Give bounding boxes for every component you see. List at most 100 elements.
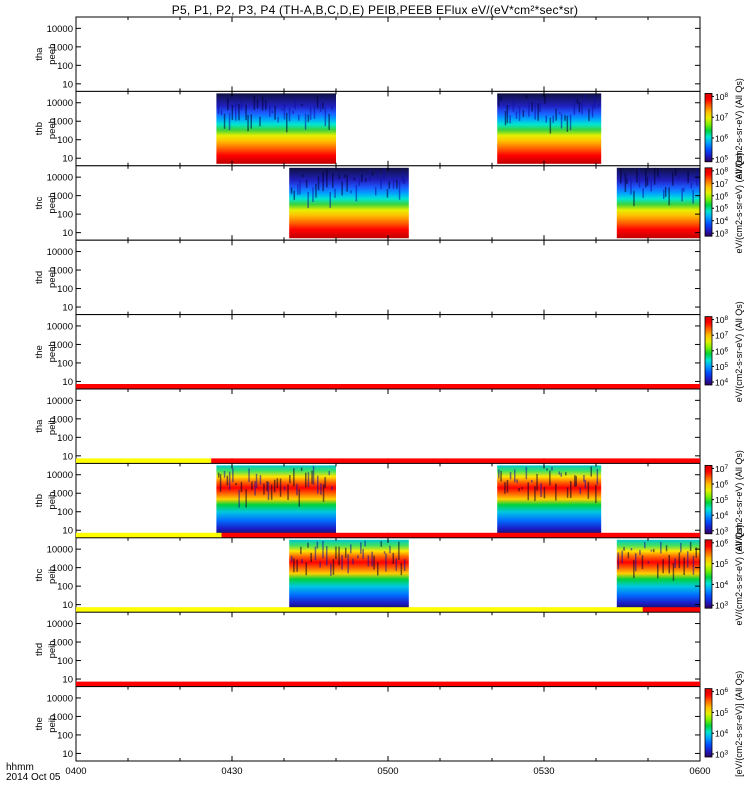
spectrogram-noise [317, 475, 319, 494]
panel-instrument-label: peeb [47, 341, 58, 362]
spectrogram-noise [380, 541, 382, 547]
spectrogram-noise [403, 559, 406, 571]
spectrogram-noise [504, 110, 507, 126]
panel-thc_peib: 10 100 1000 10000 thc peib 103 104 105 106 eV/(cm2… [34, 524, 744, 625]
y-tick-label: 10 [62, 526, 73, 537]
spectrogram-noise [305, 180, 308, 188]
spectrogram-noise [235, 102, 237, 121]
spectrogram-noise [389, 545, 391, 554]
quality-flag-bar [76, 607, 643, 613]
panel-thd_peib: 10 100 1000 10000 thd peib [34, 611, 701, 688]
y-tick-label: 100 [57, 656, 73, 667]
y-tick-label: 10000 [47, 321, 73, 332]
panel-instrument-label: peeb [47, 192, 58, 213]
spectrogram-noise [320, 483, 322, 495]
spectrogram-noise [315, 183, 317, 198]
spectrogram-noise [338, 546, 340, 566]
spectrogram-noise [330, 563, 332, 576]
spectrogram-noise [322, 171, 324, 192]
spectrogram-noise [636, 170, 638, 183]
spectrogram-noise [281, 108, 283, 111]
spectrogram-noise [324, 477, 326, 488]
spectrogram-noise [518, 106, 521, 122]
spectrogram-noise [639, 550, 641, 556]
spectrogram-noise [525, 94, 528, 99]
colorbar [704, 93, 713, 163]
spectrogram-noise [283, 486, 286, 491]
panel-probe-label: thd [34, 643, 45, 656]
colorbar [704, 539, 713, 609]
spectrogram-noise [646, 177, 649, 186]
spectrogram-noise [395, 558, 397, 571]
spectrogram-noise [584, 94, 587, 101]
spectrogram-noise [665, 545, 668, 552]
spectrogram-noise [527, 482, 529, 501]
spectrogram-noise [565, 472, 567, 476]
spectrogram-noise [245, 489, 247, 508]
spectrogram-noise [301, 559, 303, 564]
spectrogram-noise [305, 472, 307, 488]
y-tick-label: 10000 [47, 470, 73, 481]
time-axis-date-label: 2014 Oct 05 [6, 772, 61, 783]
spectrogram-noise [403, 179, 406, 184]
spectrogram-noise [695, 547, 697, 558]
spectrogram-noise [668, 187, 670, 206]
spectrogram-noise [367, 555, 370, 567]
colorbar-tick-label: 103 [715, 750, 728, 760]
spectrogram-noise [581, 101, 583, 115]
spectrogram-noise [597, 103, 600, 107]
spectrogram-noise [678, 552, 681, 569]
colorbar-tick-label: 103 [715, 526, 728, 536]
spectrogram-noise [566, 115, 569, 132]
spectrogram-noise [539, 103, 541, 113]
spectrogram-noise [373, 555, 375, 570]
y-tick-label: 10000 [47, 247, 73, 258]
spectrogram-noise [672, 172, 674, 186]
spectrogram-noise [287, 484, 289, 500]
spectrogram-noise [515, 111, 518, 119]
spectrogram-noise [633, 190, 635, 207]
spectrogram-noise [566, 487, 569, 498]
spectrogram-noise [593, 96, 596, 109]
quality-flag-bar [76, 532, 222, 538]
panel-probe-label: tha [34, 47, 45, 61]
spectrogram-noise [531, 101, 533, 112]
spectrogram-noise [396, 179, 398, 189]
y-tick-label: 1000 [52, 266, 73, 277]
colorbar-tick-label: 108 [715, 92, 728, 102]
spectrogram-noise [217, 472, 220, 478]
y-tick-label: 1000 [52, 414, 73, 425]
quality-flag-bar [76, 384, 700, 389]
spectrogram-noise [279, 478, 282, 497]
spectrogram-noise [575, 476, 577, 487]
spectrogram-noise [316, 541, 319, 549]
colorbar [704, 688, 713, 758]
spectrogram-block [497, 93, 602, 164]
spectrogram-noise [388, 181, 390, 189]
spectrogram-noise [624, 173, 627, 192]
colorbar-tick-label: 104 [715, 580, 728, 590]
colorbar-tick-label: 103 [715, 229, 728, 239]
y-tick-label: 100 [57, 433, 73, 444]
spectrogram-noise [238, 104, 240, 121]
colorbar-label: eV/(cm2-s-sr-eV) (All Qs) [734, 301, 744, 402]
spectrogram-noise [687, 171, 689, 184]
panel-area [76, 314, 700, 389]
y-tick-label: 100 [57, 61, 73, 72]
spectrogram-noise [690, 182, 693, 189]
y-tick-label: 10 [62, 228, 73, 239]
y-tick-label: 10 [62, 303, 73, 314]
spectrogram-noise [322, 540, 324, 559]
spectrogram-noise [398, 541, 400, 560]
panel-probe-label: tha [34, 419, 45, 433]
spectrogram-noise [623, 546, 625, 551]
spectrogram-noise [298, 114, 300, 121]
y-tick-label: 1000 [52, 563, 73, 574]
colorbar-tick-label: 107 [715, 331, 728, 341]
colorbar-label: eV/(cm2-s-sr-eV) (All Qs) [734, 152, 744, 253]
spectrogram-noise [266, 481, 268, 492]
spectrogram-noise [641, 555, 644, 570]
spectrogram-noise [687, 551, 689, 568]
spectrogram-noise [245, 104, 247, 121]
spectrogram-noise [544, 94, 546, 104]
